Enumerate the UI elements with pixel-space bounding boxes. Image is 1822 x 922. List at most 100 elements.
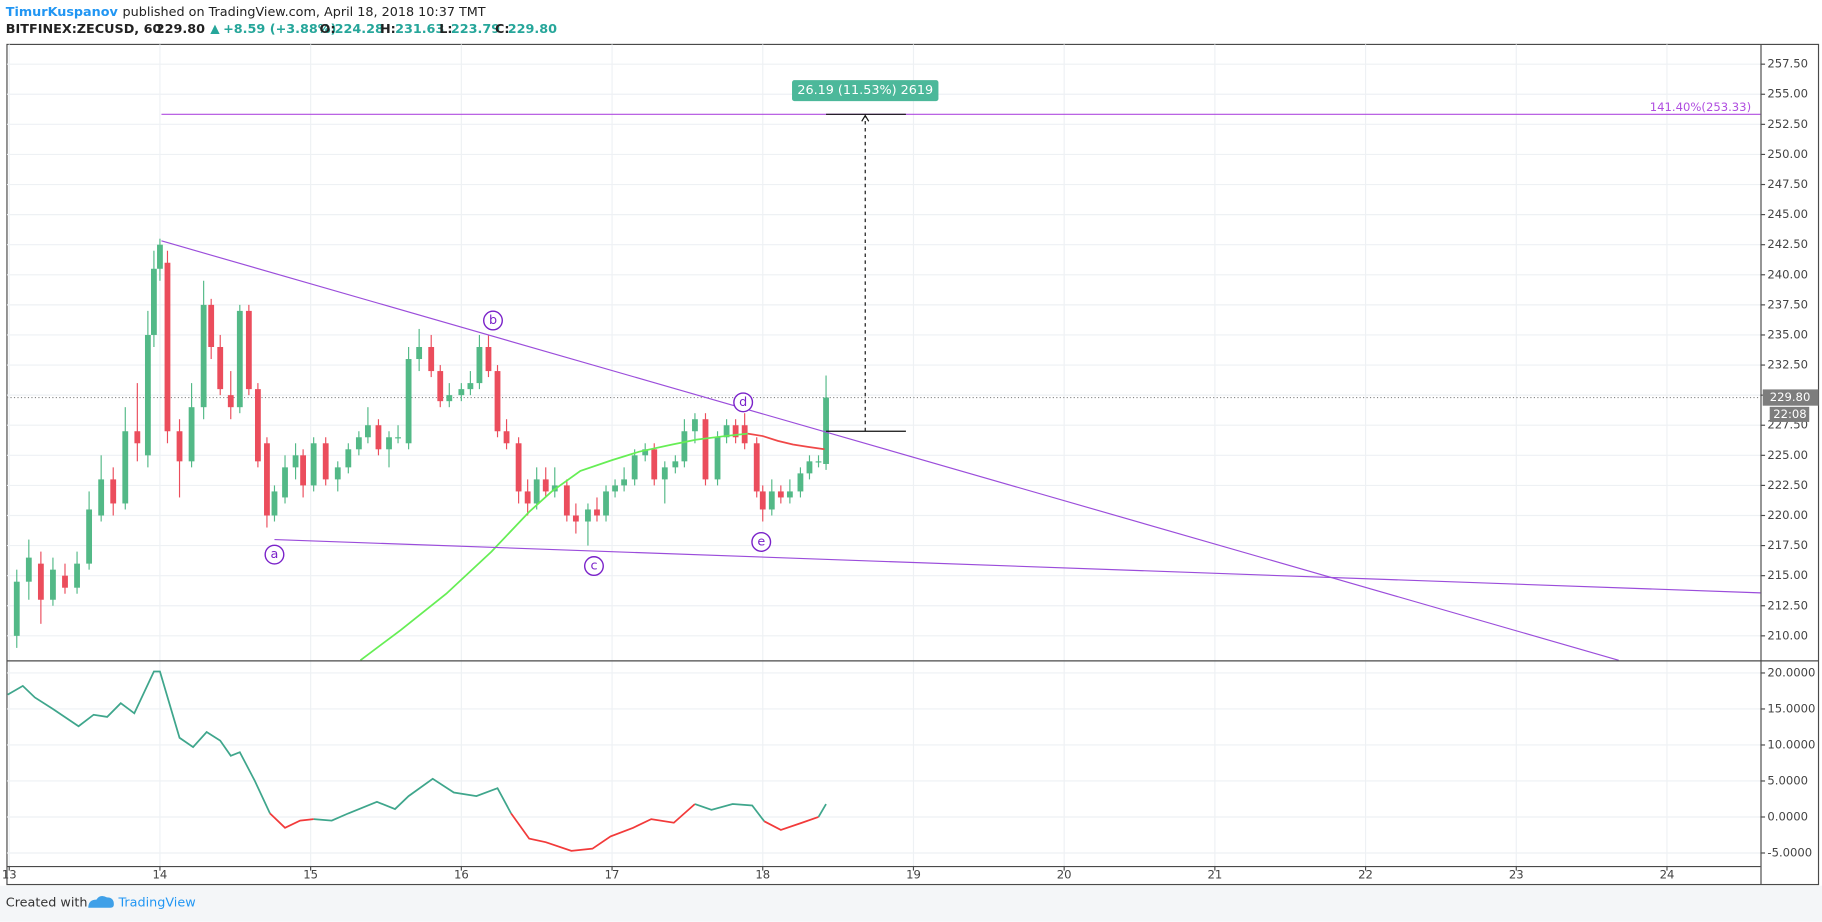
wave-circle xyxy=(751,531,772,552)
y-tick-label: 242.50 xyxy=(1767,237,1808,251)
change: +8.59 (+3.88%) xyxy=(223,22,336,37)
wave-circle xyxy=(264,544,285,565)
wave-label: d xyxy=(739,395,747,410)
candle-body xyxy=(672,461,679,468)
footer-created: Created with xyxy=(6,896,88,911)
up-triangle xyxy=(210,24,220,34)
y-tick-label: 257.50 xyxy=(1767,57,1808,71)
candle-body xyxy=(200,304,207,408)
y-tick-label: 217.50 xyxy=(1767,538,1808,552)
moving-average xyxy=(747,432,825,451)
y-tick-label: 15.0000 xyxy=(1767,701,1815,715)
y-tick-label: 220.00 xyxy=(1767,508,1808,522)
candle-body xyxy=(572,515,579,522)
candle-body xyxy=(485,346,492,372)
candle-body xyxy=(594,509,600,516)
candle-body xyxy=(50,569,56,600)
candle-body xyxy=(300,455,307,486)
x-tick-label: 20 xyxy=(1057,868,1072,882)
y-tick-label: 10.0000 xyxy=(1767,737,1815,751)
candle-body xyxy=(227,395,234,408)
fib-label: 141.40%(253.33) xyxy=(1650,100,1751,114)
candle-body xyxy=(612,485,618,492)
logo[interactable] xyxy=(88,896,114,908)
plot: 210.00212.50215.00217.50220.00222.50225.… xyxy=(2,44,1819,882)
y-tick-label: 215.00 xyxy=(1767,568,1808,582)
ohlc-label: L: xyxy=(439,22,452,37)
y-tick-label: 20.0000 xyxy=(1767,665,1815,679)
price-tag xyxy=(1762,389,1819,406)
candle-body xyxy=(25,557,32,582)
y-tick-label: 252.50 xyxy=(1767,117,1808,131)
candle-body xyxy=(661,467,668,480)
candle-body xyxy=(603,491,609,516)
candle-body xyxy=(563,485,570,516)
y-tick-label: 250.00 xyxy=(1767,147,1808,161)
candle-body xyxy=(271,491,278,516)
author[interactable]: TimurKuspanov xyxy=(6,4,119,19)
measure-label-box xyxy=(792,80,939,102)
candle-body xyxy=(642,449,649,456)
wave-label: a xyxy=(271,547,279,562)
x-tick-label: 14 xyxy=(153,868,168,882)
candle-body xyxy=(681,431,688,462)
candle-body xyxy=(651,449,658,480)
candle-body xyxy=(437,371,444,402)
oscillator-line xyxy=(510,803,696,852)
published: published on TradingView.com, April 18, … xyxy=(123,4,486,19)
candle-body xyxy=(585,509,591,522)
x-tick-label: 19 xyxy=(906,868,921,882)
x-tick-label: 21 xyxy=(1207,868,1222,882)
oscillator-line xyxy=(313,777,512,822)
y-tick-label: 212.50 xyxy=(1767,598,1808,612)
candle-body xyxy=(786,491,793,498)
ohlc-label: C: xyxy=(495,22,509,37)
candle-body xyxy=(151,268,157,335)
candle-body xyxy=(217,346,224,390)
trendline xyxy=(274,538,1761,594)
last-price: 229.80 xyxy=(156,22,205,37)
ohlc-value: 231.63 xyxy=(395,22,444,37)
x-tick-label: 23 xyxy=(1509,868,1524,882)
candle-body xyxy=(236,310,243,408)
candle-body xyxy=(365,425,371,438)
candle-body xyxy=(621,479,628,486)
x-tick-label: 24 xyxy=(1660,868,1675,882)
candle-body xyxy=(292,455,299,468)
candle-body xyxy=(375,425,382,450)
candle-body xyxy=(176,431,183,462)
y-tick-label: 5.0000 xyxy=(1767,773,1808,787)
candle-body xyxy=(86,509,93,564)
candle-body xyxy=(157,244,163,269)
candle-body xyxy=(759,491,766,510)
candle-body xyxy=(768,491,775,510)
x-tick-label: 15 xyxy=(303,868,318,882)
candle-body xyxy=(503,431,510,444)
ohlc-value: 223.79 xyxy=(451,22,500,37)
y-tick-label: 255.00 xyxy=(1767,87,1808,101)
candle-body xyxy=(494,371,501,432)
footer-brand[interactable]: TradingView xyxy=(118,896,196,911)
candle-body xyxy=(467,383,474,390)
y-tick-label: 245.00 xyxy=(1767,207,1808,221)
candle-body xyxy=(692,419,698,432)
candle-body xyxy=(446,395,453,402)
candle-body xyxy=(806,461,813,474)
candle-body xyxy=(310,443,317,486)
candle-body xyxy=(334,467,341,480)
candle-body xyxy=(13,581,20,636)
moving-average xyxy=(359,432,748,661)
ohlc-value: 224.28 xyxy=(335,22,384,37)
candle-body xyxy=(345,449,352,468)
frame xyxy=(6,43,1820,886)
candle-body xyxy=(395,437,401,439)
candle-body xyxy=(416,346,423,360)
candle-body xyxy=(797,473,804,492)
measure-label: 26.19 (11.53%) 2619 xyxy=(797,83,933,98)
candle-body xyxy=(533,479,540,504)
y-tick-label: -5.0000 xyxy=(1767,845,1812,859)
x-tick-label: 18 xyxy=(755,868,770,882)
y-tick-label: 240.00 xyxy=(1767,267,1808,281)
candle-body xyxy=(723,425,730,438)
